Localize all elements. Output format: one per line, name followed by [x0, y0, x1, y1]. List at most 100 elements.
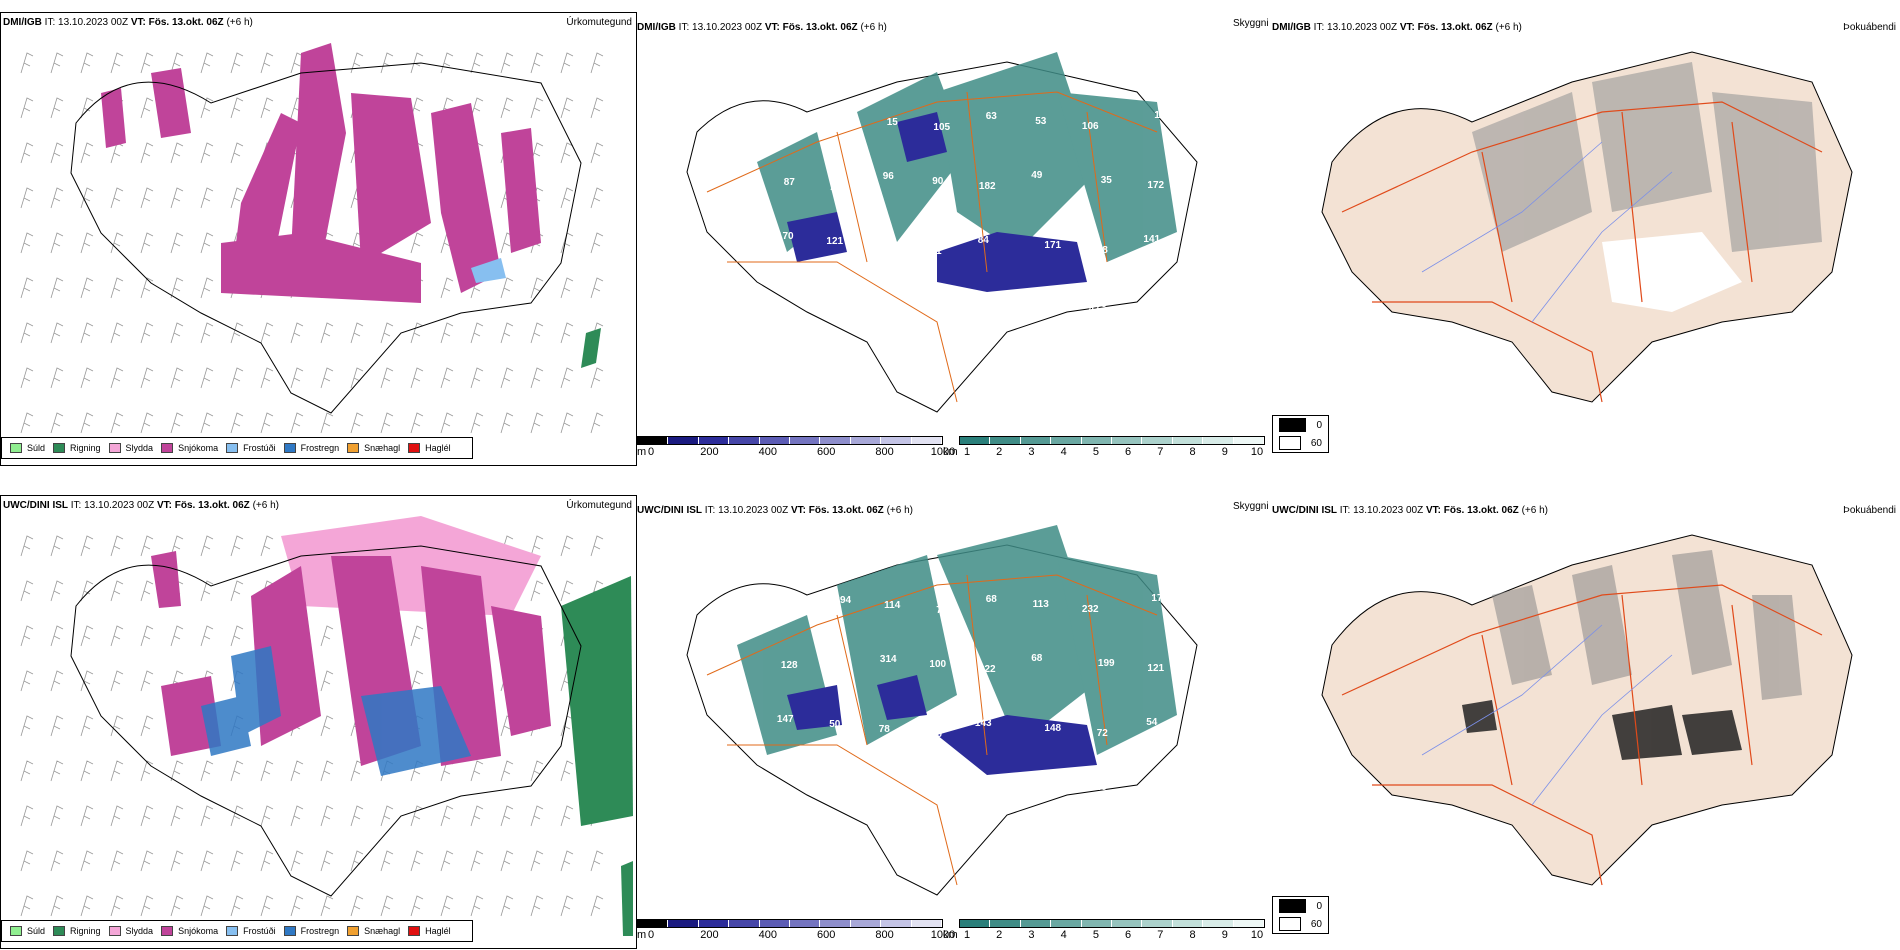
wind-barb-icon: [530, 97, 544, 119]
ceiling-value-label: 88: [1097, 245, 1109, 256]
ceiling-value-label: 120: [925, 729, 942, 740]
scale-tick-label: 0: [647, 446, 655, 458]
wind-barb-icon: [350, 805, 364, 827]
visibility-scale: [959, 436, 1265, 445]
wind-barb-icon: [50, 850, 64, 872]
fog-index-panel-uwc: UWC/DINI ISL IT: 13.10.2023 00Z VT: Fös.…: [1272, 495, 1900, 895]
product-name: Skyggni: [1233, 18, 1269, 29]
wind-barb-icon: [170, 412, 184, 434]
wind-barb-icon: [80, 277, 94, 299]
wind-barb-icon: [320, 805, 334, 827]
wind-barb-icon: [560, 760, 574, 782]
ceiling-value-label: 12: [1154, 110, 1166, 121]
ceiling-value-label: 148: [1044, 723, 1061, 734]
scale-swatch: [881, 437, 912, 444]
scale-swatch: [1142, 437, 1173, 444]
wind-barb-icon: [560, 142, 574, 164]
scale-swatch: [1233, 437, 1265, 444]
wind-barb-icon: [20, 232, 34, 254]
wind-barb-icon: [200, 412, 214, 434]
ceiling-value-label: 108: [1036, 304, 1053, 315]
wind-barb-icon: [440, 277, 454, 299]
wind-barb-icon: [50, 715, 64, 737]
ceiling-unit: m: [637, 929, 647, 941]
wind-barb-icon: [110, 412, 124, 434]
wind-barb-icon: [170, 895, 184, 917]
ceiling-value-label: 948: [1090, 782, 1107, 793]
wind-barb-icon: [80, 625, 94, 647]
wind-barb-icon: [50, 580, 64, 602]
scale-tick-label: 400: [758, 929, 777, 941]
scale-swatch: [1020, 920, 1052, 927]
wind-barb-icon: [200, 277, 214, 299]
scale-tick-label: 200: [700, 446, 719, 458]
panel-header: UWC/DINI ISL IT: 13.10.2023 00Z VT: Fös.…: [637, 505, 913, 516]
wind-barb-icon: [50, 895, 64, 917]
visibility-panel-dmi: DMI/IGB IT: 13.10.2023 00Z VT: Fös. 13.o…: [637, 12, 1272, 464]
ceiling-value-label: 149: [987, 304, 1004, 315]
panel-header: DMI/IGB IT: 13.10.2023 00Z VT: Fös. 13.o…: [3, 17, 253, 28]
wind-barb-icon: [530, 277, 544, 299]
wind-barb-icon: [140, 367, 154, 389]
scale-tick-label: 10: [1250, 929, 1264, 941]
precip-type-map: [20, 43, 604, 434]
scale-swatch: [759, 437, 791, 444]
wind-barb-icon: [350, 52, 364, 74]
wind-barb-icon: [140, 580, 154, 602]
precip-type-panel-uwc: UWC/DINI ISL IT: 13.10.2023 00Z VT: Fös.…: [0, 495, 637, 949]
wind-barb-icon: [590, 850, 604, 872]
wind-barb-icon: [200, 322, 214, 344]
legend-item: Haglél: [408, 443, 451, 453]
wind-barb-icon: [590, 412, 604, 434]
wind-barb-icon: [230, 142, 244, 164]
scale-swatch: [1081, 920, 1113, 927]
scale-swatch: [911, 920, 943, 927]
wind-barb-icon: [20, 760, 34, 782]
legend-item: Slydda: [108, 926, 153, 936]
wind-barb-icon: [230, 322, 244, 344]
wind-barb-icon: [260, 367, 274, 389]
wind-barb-icon: [530, 895, 544, 917]
wind-barb-icon: [530, 322, 544, 344]
precip-type-legend: Súld Rigning Slydda Snjókoma Frostúði Fr…: [1, 437, 473, 459]
road-network: [1341, 584, 1823, 886]
wind-barb-icon: [500, 277, 514, 299]
scale-swatch: [1051, 437, 1082, 444]
wind-barb-icon: [530, 805, 544, 827]
wind-barb-icon: [530, 52, 544, 74]
wind-barb-icon: [140, 805, 154, 827]
panel-header: UWC/DINI ISL IT: 13.10.2023 00Z VT: Fös.…: [3, 500, 279, 511]
ceiling-value-label: 132: [830, 665, 847, 676]
legend-item: 0: [1273, 416, 1328, 434]
wind-barb-icon: [110, 277, 124, 299]
wind-barb-icon: [560, 322, 574, 344]
wind-barb-icon: [20, 187, 34, 209]
wind-barb-icon: [530, 412, 544, 434]
scale-swatch: [668, 920, 699, 927]
wind-barb-icon: [290, 805, 304, 827]
wind-barb-icon: [50, 232, 64, 254]
ceiling-value-label: 17: [772, 304, 784, 315]
ceiling-value-label: 105: [818, 787, 835, 798]
wind-barb-icon: [320, 895, 334, 917]
product-name: Skyggni: [1233, 501, 1269, 512]
scale-swatch: [960, 920, 991, 927]
ceiling-value-label: 128: [781, 660, 798, 671]
wind-barb-icon: [140, 760, 154, 782]
wind-barb-icon: [20, 322, 34, 344]
iceland-coastline: [686, 61, 1198, 413]
iceland-coastline: [70, 62, 582, 414]
wind-barb-icon: [320, 715, 334, 737]
iceland-coastline: [70, 545, 582, 897]
precip-type-legend: Súld Rigning Slydda Snjókoma Frostúði Fr…: [1, 920, 473, 942]
wind-barb-icon: [290, 895, 304, 917]
wind-barb-icon: [590, 232, 604, 254]
wind-barb-icon: [590, 142, 604, 164]
fog-index-map: [1321, 534, 1853, 886]
wind-barb-icon: [260, 895, 274, 917]
wind-barb-icon: [50, 670, 64, 692]
ceiling-ticks: 0 200 400 600 800 1000: [648, 929, 955, 941]
ceiling-value-label: 35: [1101, 175, 1113, 186]
wind-barb-icon: [20, 715, 34, 737]
wind-barb-icon: [410, 670, 424, 692]
